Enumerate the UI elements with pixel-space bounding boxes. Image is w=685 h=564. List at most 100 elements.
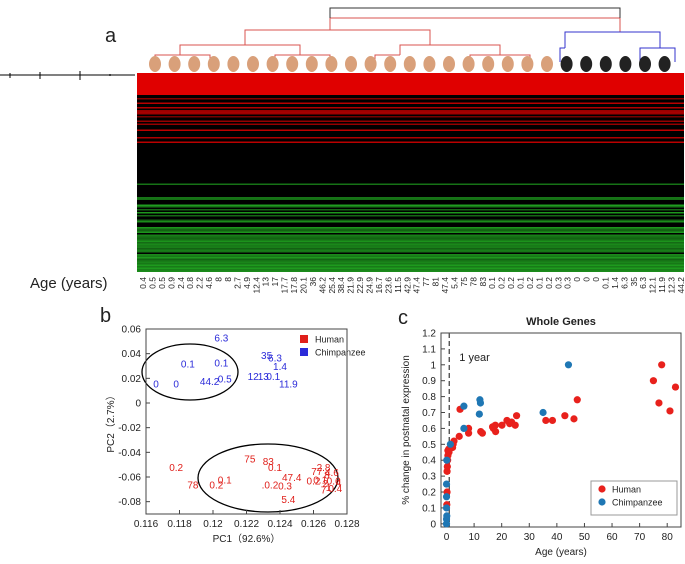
y-tick-label: -0.06 — [118, 473, 141, 484]
heatmap-row — [137, 102, 684, 104]
specimen-icon — [149, 56, 161, 72]
y-tick-label: 0.2 — [422, 488, 436, 499]
specimen-icon — [462, 56, 475, 72]
x-tick-label: 0.3 — [563, 277, 573, 289]
heatmap-row — [137, 269, 684, 271]
heatmap-red-band — [137, 73, 684, 95]
x-tick-label: 83 — [478, 277, 488, 287]
heatmap-row — [137, 129, 684, 131]
x-tick-label: 16.7 — [374, 277, 384, 294]
panel-letter: a — [105, 25, 117, 47]
x-tick-label: 77 — [421, 277, 431, 287]
specimen-icon — [501, 56, 514, 72]
legend-label: Chimpanzee — [315, 348, 366, 358]
point — [498, 421, 506, 429]
heatmap-row — [137, 270, 684, 272]
point — [442, 504, 451, 512]
heatmap-row — [137, 263, 684, 265]
specimen-icon — [168, 56, 181, 72]
x-tick-label: 0.9 — [166, 277, 176, 289]
point-label: 0.1 — [218, 475, 232, 486]
heatmap-row — [137, 266, 684, 268]
specimen-icon — [247, 56, 259, 72]
point — [542, 416, 550, 425]
heatmap-row — [137, 240, 684, 242]
point — [446, 440, 454, 448]
x-tick-label: 6.3 — [619, 277, 629, 289]
heatmap-row — [137, 245, 684, 247]
x-tick-label: 78 — [468, 277, 478, 287]
point — [476, 399, 485, 407]
heatmap-row — [137, 243, 684, 245]
heatmap-row — [137, 204, 684, 206]
x-tick-label: 12.4 — [251, 277, 261, 294]
point — [564, 361, 573, 369]
point — [671, 383, 680, 391]
x-tick-label: 0 — [591, 277, 601, 282]
heatmap-row — [137, 120, 684, 122]
point — [539, 408, 547, 417]
point-label: .0.2 — [262, 480, 279, 491]
root — [329, 7, 621, 18]
x-tick-label: 30 — [524, 532, 536, 543]
x-tick-label: 6.3 — [638, 277, 648, 289]
x-tick-label: 42.9 — [402, 277, 412, 294]
heatmap-row — [137, 123, 684, 125]
cluster-ellipse — [141, 343, 239, 401]
x-tick-label: 22.9 — [355, 277, 365, 294]
y-tick-label: 0.3 — [422, 472, 436, 483]
point — [548, 416, 557, 425]
y-tick-label: 0 — [135, 399, 141, 410]
heatmap-row — [137, 212, 684, 214]
heatmap-row — [137, 239, 684, 241]
point-label: 5.4 — [281, 495, 295, 506]
heatmap-row — [137, 251, 684, 253]
point-label: 0.4 — [328, 484, 342, 495]
panel-letter: b — [100, 305, 111, 327]
specimen-icon — [403, 56, 416, 72]
heatmap-row — [137, 110, 684, 112]
point-label: 13 — [258, 372, 270, 383]
point — [666, 407, 674, 415]
x-tick-label: 20 — [496, 532, 508, 543]
x-tick-label: 0.8 — [185, 277, 195, 289]
point — [460, 402, 468, 410]
legend-box — [590, 480, 678, 516]
x-tick-label: 0.5 — [147, 277, 157, 289]
point-label: 11.9 — [279, 379, 298, 390]
heatmap-row — [137, 215, 684, 217]
point-label: 4 — [336, 478, 342, 489]
point-label: 75 — [244, 455, 256, 466]
heatmap-row — [137, 219, 684, 221]
heatmap-row — [137, 137, 684, 139]
heatmap-row — [137, 249, 684, 251]
y-tick-label: 0.06 — [122, 325, 142, 336]
heatmap-row — [137, 231, 684, 233]
legend-label: Human — [612, 485, 641, 495]
y-tick-label: -0.02 — [118, 423, 141, 434]
point-label: 0 — [173, 379, 179, 390]
x-tick-label: 0.128 — [334, 519, 359, 530]
x-tick-label: 0.5 — [157, 277, 167, 289]
specimen-icon — [658, 56, 671, 72]
x-tick-label: 12.3 — [667, 277, 677, 294]
specimen-icon — [619, 56, 632, 72]
x-tick-label: 75 — [459, 277, 469, 287]
point-label: 7 — [321, 485, 327, 496]
heatmap-row — [137, 197, 684, 199]
heatmap-row — [137, 113, 684, 115]
point-label: 47.4 — [282, 473, 302, 484]
point — [443, 456, 451, 464]
heatmap-row — [137, 261, 684, 263]
point-label: 35 — [261, 351, 273, 362]
point-label: 0.2 — [209, 480, 223, 491]
x-tick-label: 44.2 — [676, 277, 685, 294]
y-tick-label: 0.04 — [122, 349, 142, 360]
point-label: 0.1 — [181, 360, 195, 371]
x-tick-label: 0.12 — [203, 519, 223, 530]
y-tick-label: 0.02 — [122, 374, 142, 385]
specimen-icon — [384, 56, 397, 72]
point — [512, 412, 521, 420]
x-tick-label: 36 — [308, 277, 318, 287]
